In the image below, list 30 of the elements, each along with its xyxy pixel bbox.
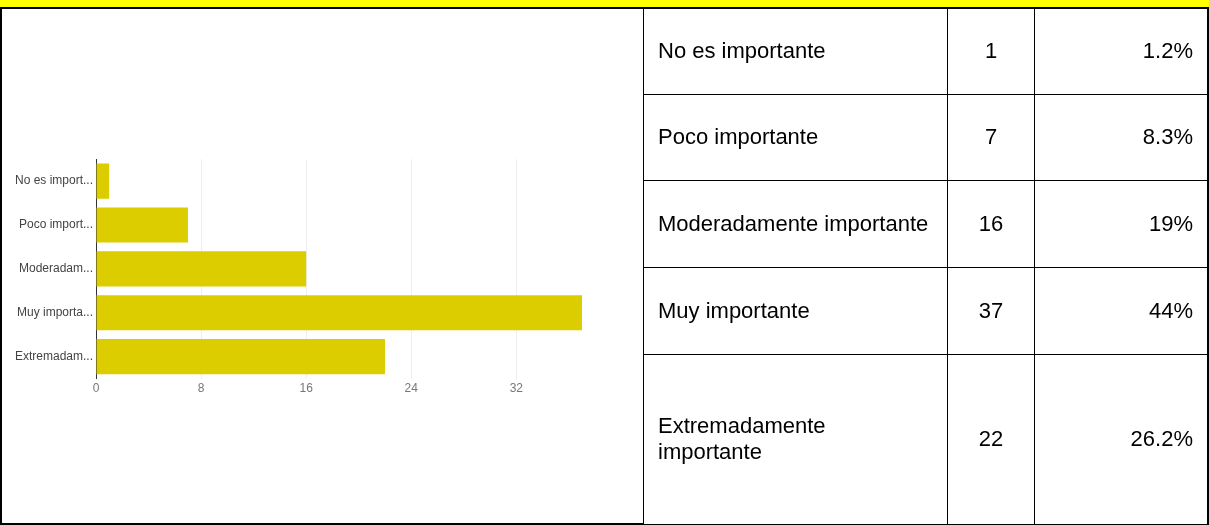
text: 19% — [1034, 180, 1208, 268]
x-tick-label: 8 — [197, 381, 205, 396]
y-tick-label: Extremadam... — [14, 348, 94, 363]
text: 1.2% — [1034, 9, 1208, 95]
x-tick-label: 32 — [509, 381, 524, 396]
bar — [96, 339, 385, 375]
x-tick-label: 24 — [404, 381, 419, 396]
y-tick-label: Poco import... — [18, 217, 94, 232]
x-tick-label: 0 — [92, 381, 100, 396]
category-label: No es importante — [643, 9, 948, 95]
data-label: 16 — [947, 180, 1035, 268]
text: 8.3% — [1034, 94, 1208, 181]
category-label: Muy importante — [643, 267, 948, 355]
y-tick-label: Moderadam... — [18, 261, 94, 276]
data-label: 37 — [947, 267, 1035, 355]
category-label: Poco importante — [643, 94, 948, 181]
text: 26.2% — [1034, 354, 1208, 525]
bar — [96, 295, 582, 331]
data-label: 7 — [947, 94, 1035, 181]
bar — [96, 163, 110, 199]
x-tick-label: 16 — [299, 381, 314, 396]
y-tick-label: Muy importa... — [16, 305, 94, 320]
y-tick-label: No es import... — [14, 173, 94, 188]
data-label: 1 — [947, 9, 1035, 95]
category-label: Extremadamente importante — [643, 354, 948, 525]
bar — [96, 207, 188, 243]
data-label: 22 — [947, 354, 1035, 525]
text: 44% — [1034, 267, 1208, 355]
category-label: Moderadamente importante — [643, 180, 948, 268]
bar — [96, 251, 307, 287]
